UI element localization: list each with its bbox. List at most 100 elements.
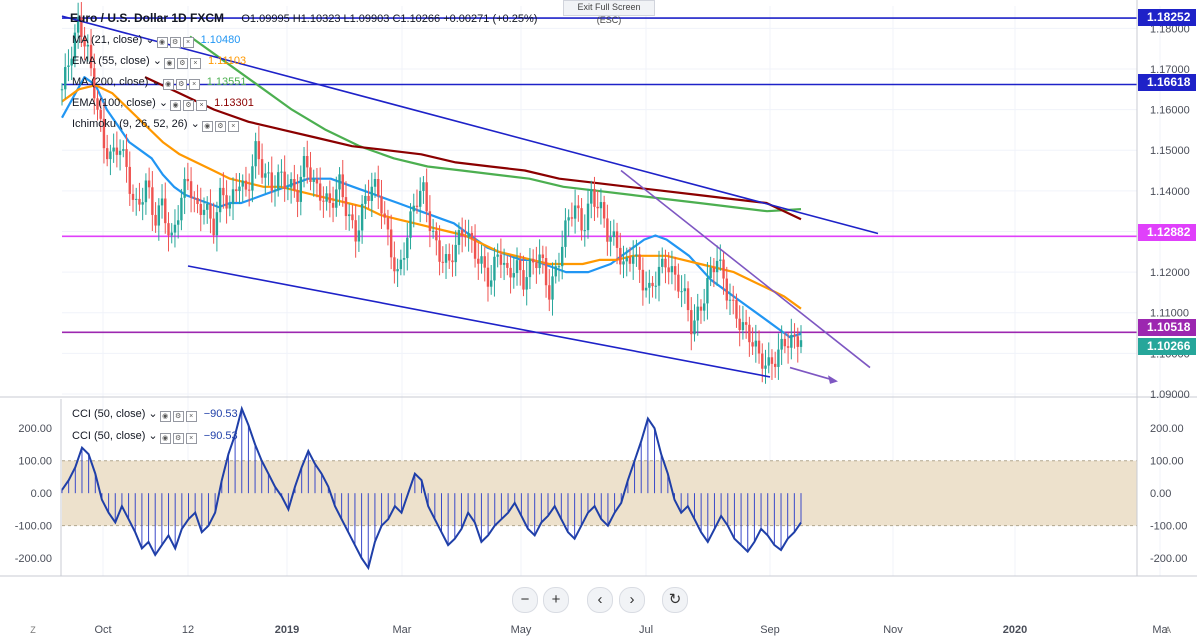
candle-body (599, 202, 603, 209)
cci-legend[interactable]: CCI (50, close) ⌄ ◉ ⚙ × −90.53 (72, 407, 238, 422)
candle-body (690, 310, 693, 335)
eye-icon[interactable]: ◉ (156, 37, 168, 48)
close-icon[interactable]: × (196, 100, 208, 111)
candle-body (686, 288, 690, 311)
settings-icon[interactable]: ⚙ (214, 121, 226, 132)
timezone-toggle[interactable]: Z (30, 625, 36, 635)
close-icon[interactable]: × (188, 79, 200, 90)
close-icon[interactable]: × (185, 433, 197, 444)
candle-body (615, 231, 619, 248)
scroll-left-button[interactable]: ‹ (587, 587, 613, 613)
candle-body (325, 193, 328, 202)
candle-body (551, 276, 554, 300)
candle-body (719, 259, 722, 261)
symbol-title: Euro / U.S. Dollar 1D FXCM (70, 11, 225, 25)
candle-body (112, 147, 115, 152)
candle-body (115, 147, 119, 155)
candle-body (712, 267, 716, 273)
indicator-label: EMA (55, close) ⌄ (72, 55, 162, 67)
eye-icon[interactable]: ◉ (170, 100, 182, 111)
candle-body (454, 244, 457, 263)
time-tick-label: Jul (639, 624, 653, 636)
indicator-legend[interactable]: EMA (55, close) ⌄ ◉ ⚙ × 1.11103 (72, 54, 246, 69)
eye-icon[interactable]: ◉ (159, 411, 171, 422)
reset-chart-button[interactable]: ↻ (662, 587, 688, 613)
symbol-header[interactable]: Euro / U.S. Dollar 1D FXCM O1.09995 H1.1… (70, 11, 537, 25)
eye-icon[interactable]: ◉ (163, 58, 175, 69)
candle-body (128, 166, 131, 194)
cci-legend[interactable]: CCI (50, close) ⌄ ◉ ⚙ × −90.53 (72, 429, 238, 444)
indicator-legend[interactable]: EMA (100, close) ⌄ ◉ ⚙ × 1.13301 (72, 96, 254, 111)
zoom-in-button[interactable]: + (543, 587, 569, 613)
candle-body (341, 174, 344, 198)
candle-body (609, 237, 612, 242)
price-tick-label: 1.09000 (1150, 389, 1190, 401)
candle-body (531, 258, 535, 263)
time-tick-label: Mar (393, 624, 412, 636)
cci-tick-label-right: 100.00 (1150, 456, 1184, 468)
settings-icon[interactable]: ⚙ (169, 37, 181, 48)
candle-body (67, 65, 70, 68)
candle-body (519, 260, 522, 271)
candle-body (196, 198, 199, 204)
candle-body (770, 357, 774, 364)
candle-body (151, 187, 154, 215)
eye-icon[interactable]: ◉ (159, 433, 171, 444)
candle-body (415, 205, 419, 207)
exit-fullscreen-button[interactable]: Exit Full Screen (ESC) (563, 0, 655, 25)
candle-body (541, 254, 545, 259)
candle-body (564, 220, 567, 247)
candle-body (460, 230, 464, 237)
auto-scale-toggle[interactable]: A (1164, 625, 1171, 635)
price-tick-label: 1.18000 (1150, 23, 1190, 35)
indicator-legend[interactable]: Ichimoku (9, 26, 52, 26) ⌄ ◉ ⚙ × (72, 117, 239, 132)
candle-body (431, 230, 435, 232)
candle-body (702, 303, 706, 311)
close-icon[interactable]: × (227, 121, 239, 132)
eye-icon[interactable]: ◉ (162, 79, 174, 90)
candle-body (506, 262, 509, 268)
cci-tick-label-right: 0.00 (1150, 488, 1171, 500)
candle-body (422, 182, 425, 191)
candle-body (273, 189, 277, 191)
candle-body (318, 183, 322, 201)
close-icon[interactable]: × (189, 58, 201, 69)
indicator-legend[interactable]: MA (21, close) ⌄ ◉ ⚙ × 1.10480 (72, 33, 240, 48)
candle-body (118, 150, 122, 155)
candle-body (654, 285, 657, 287)
candle-body (254, 141, 257, 167)
settings-icon[interactable]: ⚙ (175, 79, 187, 90)
indicator-legend[interactable]: MA (200, close) ⌄ ◉ ⚙ × 1.13551 (72, 75, 247, 90)
candle-body (448, 254, 451, 261)
candle-body (377, 178, 380, 197)
settings-icon[interactable]: ⚙ (172, 433, 184, 444)
indicator-label: EMA (100, close) ⌄ (72, 97, 169, 109)
settings-icon[interactable]: ⚙ (183, 100, 195, 111)
candle-body (780, 338, 783, 350)
candle-body (754, 340, 758, 347)
candle-body (283, 171, 286, 190)
candle-body (783, 338, 787, 347)
settings-icon[interactable]: ⚙ (176, 58, 188, 69)
candle-body (409, 211, 412, 238)
candle-body (641, 269, 645, 291)
close-icon[interactable]: × (182, 37, 194, 48)
candle-body (173, 224, 177, 233)
scroll-right-button[interactable]: › (619, 587, 645, 613)
candle-body (622, 261, 625, 265)
cci-value: −90.53 (200, 430, 238, 442)
eye-icon[interactable]: ◉ (201, 121, 213, 132)
zoom-out-button[interactable]: − (512, 587, 538, 613)
candle-body (309, 167, 312, 182)
candle-body (457, 230, 461, 245)
candle-body (176, 220, 180, 225)
candle-body (312, 179, 315, 182)
candle-body (544, 258, 548, 286)
cci-tick-label-left: 0.00 (31, 488, 52, 500)
price-label: 1.18252 (1147, 10, 1191, 24)
candle-body (96, 98, 99, 110)
candle-body (573, 205, 577, 219)
close-icon[interactable]: × (185, 411, 197, 422)
settings-icon[interactable]: ⚙ (172, 411, 184, 422)
